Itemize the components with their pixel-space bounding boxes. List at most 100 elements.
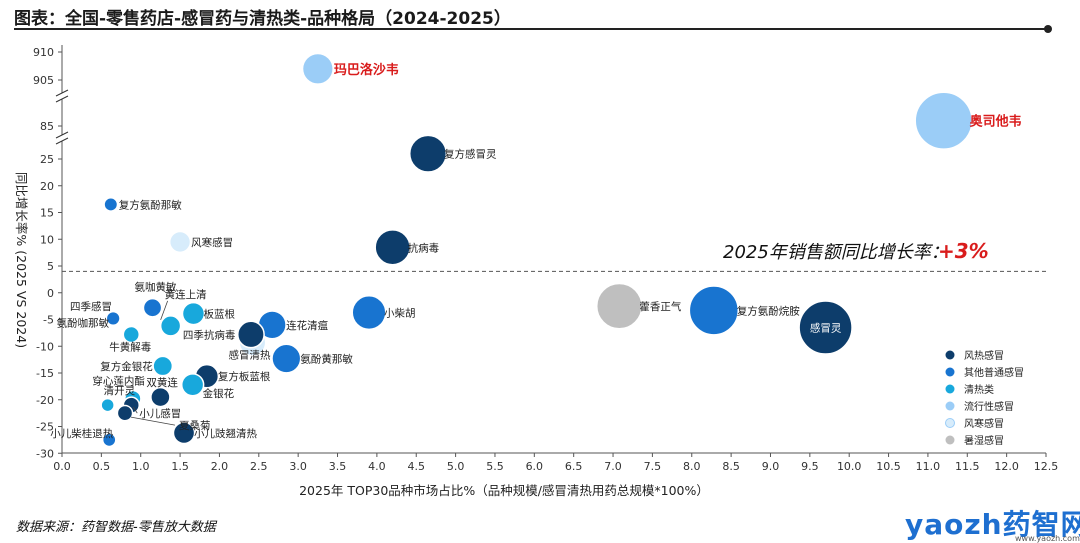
axis-break-mark	[55, 95, 69, 103]
x-tick-label: 11.0	[916, 460, 941, 473]
x-tick-label: 10.0	[837, 460, 862, 473]
bubble-point	[168, 230, 192, 254]
x-tick-label: 8.5	[722, 460, 740, 473]
x-tick-label: 9.5	[801, 460, 819, 473]
y-tick-label: -10	[36, 340, 54, 353]
bubble-label: 四季抗病毒	[183, 328, 236, 341]
bubble-point	[159, 315, 182, 337]
x-tick-label: 0.5	[93, 460, 111, 473]
legend-marker	[945, 350, 955, 360]
bubble-point	[103, 197, 119, 212]
bubble-label: 连花清瘟	[286, 319, 328, 332]
bubble-label: 氨酚黄那敏	[300, 353, 353, 366]
bubble-label: 复方氨酚那敏	[119, 198, 182, 211]
brand-logo: yaozh药智网 www.yaozh.com	[905, 503, 1080, 543]
legend-label: 风热感冒	[964, 349, 1004, 362]
bubble-point	[116, 404, 134, 422]
brand-logo-text: yaozh药智网	[905, 508, 1080, 541]
bubble-label: 藿香正气	[639, 300, 681, 313]
x-tick-label: 3.0	[289, 460, 307, 473]
y-tick-label: 20	[40, 180, 54, 193]
x-tick-label: 12.5	[1034, 460, 1059, 473]
y-tick-label: 5	[47, 260, 54, 273]
x-tick-label: 2.0	[211, 460, 229, 473]
bubble-point	[100, 397, 115, 413]
y-axis-label: 同比增长率% (2025 VS 2024)	[14, 172, 29, 348]
x-tick-label: 3.5	[329, 460, 347, 473]
y-tick-label: -5	[43, 314, 54, 327]
y-tick-label: -25	[36, 421, 54, 434]
y-tick-label: -20	[36, 394, 54, 407]
bubble-point	[237, 320, 265, 349]
legend-label: 暑湿感冒	[964, 434, 1004, 447]
y-tick-label: 905	[33, 74, 54, 87]
x-axis-label: 2025年 TOP30品种市场占比%（品种规模/感冒清热用药总规模*100%）	[299, 483, 709, 498]
bubble-label: 复方感冒灵	[444, 148, 497, 161]
growth-annotation-text: 2025年销售额同比增长率：	[723, 242, 949, 263]
x-tick-label: 0.0	[53, 460, 71, 473]
bubble-point	[351, 295, 387, 331]
x-tick-label: 2.5	[250, 460, 268, 473]
bubble-point	[105, 310, 121, 327]
bubble-label: 玛巴洛沙韦	[334, 62, 399, 78]
bubble-point	[101, 432, 117, 448]
bubble-point	[152, 355, 174, 377]
bubble-point	[172, 421, 196, 445]
bubble-point	[374, 229, 411, 266]
bubble-label: 氨酚咖那敏	[57, 316, 110, 329]
x-tick-label: 5.0	[447, 460, 465, 473]
bubble-label: 板蓝根	[203, 308, 235, 321]
bubble-point	[688, 285, 740, 336]
x-tick-label: 4.5	[407, 460, 425, 473]
x-tick-label: 6.0	[526, 460, 544, 473]
x-tick-label: 1.0	[132, 460, 150, 473]
legend-label: 清热类	[964, 383, 994, 396]
bubble-label: 奥司他韦	[970, 114, 1022, 130]
legend-label: 流行性感冒	[964, 400, 1014, 413]
bubble-point	[914, 91, 973, 150]
bubble-point	[301, 52, 334, 85]
growth-annotation-value: +3%	[938, 239, 989, 263]
bubble-point	[142, 297, 163, 318]
chart-title: 图表：全国-零售药店-感冒药与清热类-品种格局（2024-2025）	[14, 9, 511, 29]
bubble-point	[181, 301, 206, 326]
bubble-label: 氨咖黄敏	[135, 281, 177, 294]
x-tick-label: 7.0	[604, 460, 622, 473]
bubble-label: 夏桑菊	[179, 420, 211, 432]
axis-break-gap	[56, 135, 68, 141]
x-tick-label: 5.5	[486, 460, 504, 473]
data-source-note: 数据来源：药智数据-零售放大数据	[16, 520, 216, 535]
axis-break-mark	[55, 131, 69, 139]
legend-marker	[945, 418, 955, 428]
bubble-point	[408, 134, 448, 173]
x-tick-label: 8.0	[683, 460, 701, 473]
axis-break-mark	[55, 89, 69, 97]
label-leader-line	[160, 300, 169, 321]
legend-label: 风寒感冒	[964, 417, 1004, 430]
bubble-label: 金银花	[203, 387, 235, 400]
bubble-point	[180, 373, 205, 397]
y-tick-label: 85	[40, 120, 54, 133]
y-tick-label: -30	[36, 447, 54, 460]
x-tick-label: 4.0	[368, 460, 386, 473]
bubble-label: 抗病毒	[408, 241, 440, 254]
legend-marker	[945, 435, 955, 445]
bubble-point	[798, 300, 853, 355]
legend-marker	[945, 367, 955, 377]
bubble-point	[595, 282, 643, 330]
bubble-label: 感冒灵	[810, 322, 842, 335]
bubble-point	[271, 343, 302, 374]
x-tick-label: 9.0	[762, 460, 780, 473]
x-tick-label: 12.0	[994, 460, 1019, 473]
x-tick-label: 1.5	[171, 460, 189, 473]
y-tick-label: 0	[47, 287, 54, 300]
y-tick-label: 10	[40, 233, 54, 246]
label-leader-line	[130, 416, 176, 426]
label-leader-line	[132, 406, 138, 414]
bubble-label: 四季感冒	[70, 300, 112, 313]
bubble-label: 小儿感冒	[139, 407, 181, 420]
title-underline-dot	[1044, 25, 1052, 33]
bubble-point	[150, 386, 171, 408]
axis-break-mark	[55, 137, 69, 145]
